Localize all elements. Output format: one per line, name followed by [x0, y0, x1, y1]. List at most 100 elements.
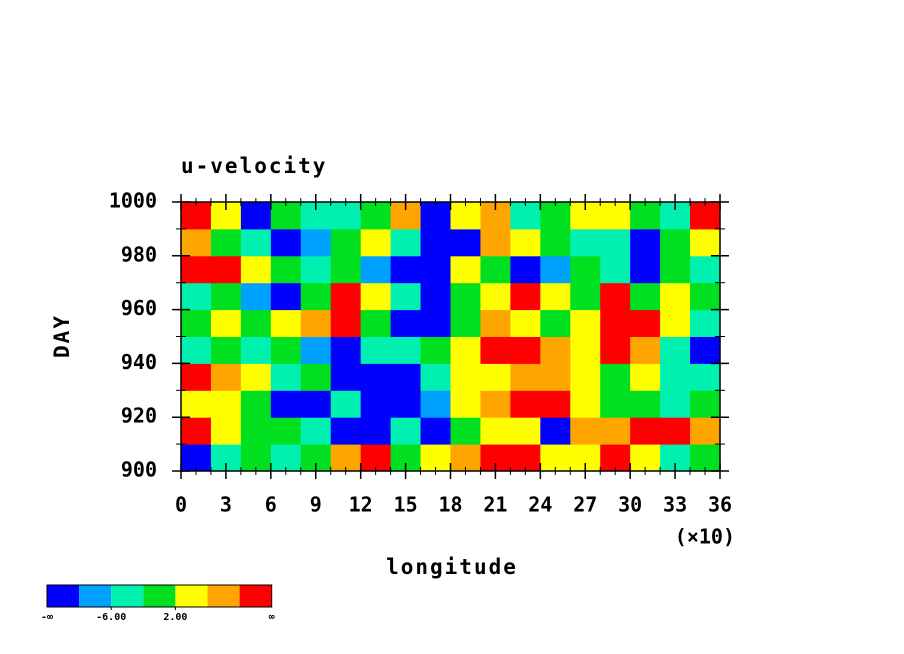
contour-cell [330, 390, 362, 418]
x-tick-label: 33 [663, 493, 687, 517]
contour-cell [360, 390, 392, 418]
contour-cell [510, 336, 541, 364]
contour-cell [390, 228, 422, 257]
contour-cell [600, 282, 631, 311]
contour-cell [540, 282, 571, 311]
x-tick-label: 6 [265, 493, 277, 517]
contour-cell [630, 390, 661, 418]
contour-cell [540, 255, 571, 284]
x-tick-label: 21 [483, 493, 507, 517]
x-tick-label: 24 [528, 493, 552, 517]
contour-cell [690, 417, 721, 445]
contour-cell [510, 444, 541, 472]
contour-cell [390, 363, 422, 391]
contour-cell [540, 336, 571, 364]
contour-cell [600, 444, 631, 472]
contour-cell [240, 363, 272, 391]
contour-cell [330, 282, 362, 311]
chart-title: u-velocity [181, 154, 327, 178]
contour-cell [600, 390, 631, 418]
contour-cell [480, 309, 511, 337]
contour-cell [660, 390, 691, 418]
colorbar-swatch [47, 585, 80, 607]
contour-cell [540, 390, 571, 418]
contour-cell [270, 336, 302, 364]
contour-cell [510, 309, 541, 337]
contour-cell [360, 282, 392, 311]
contour-cell [240, 390, 272, 418]
contour-cell [480, 228, 511, 257]
contour-cell [450, 202, 481, 230]
colorbar-frame [46, 584, 273, 608]
contour-cell [690, 363, 721, 391]
contour-cell [540, 228, 571, 257]
x-tick-label: 15 [394, 493, 418, 517]
contour-cell [510, 202, 541, 230]
contour-cell [360, 255, 392, 284]
contour-cell [690, 282, 721, 311]
x-tick-label: 36 [708, 493, 732, 517]
colorbar-tick-label: -6.00 [96, 612, 126, 623]
contour-cell [210, 417, 242, 445]
contour-cell [570, 363, 601, 391]
contour-cell [420, 255, 451, 284]
contour-cell [360, 228, 392, 257]
contour-cell [540, 309, 571, 337]
contour-cell [450, 309, 481, 337]
contour-cell [240, 417, 272, 445]
contour-cell [300, 282, 332, 311]
contour-cell [210, 363, 242, 391]
colorbar-swatch [239, 585, 272, 607]
contour-cell [510, 363, 541, 391]
contour-cell [270, 390, 302, 418]
contour-cell [420, 417, 451, 445]
colorbar-min-label: -∞ [41, 612, 53, 623]
contour-cell [300, 309, 332, 337]
colorbar-max-label: ∞ [269, 612, 275, 623]
contour-cell [300, 336, 332, 364]
contour-cell [210, 228, 242, 257]
contour-cell [240, 336, 272, 364]
contour-cell [510, 390, 541, 418]
contour-cell [510, 255, 541, 284]
contour-cell [630, 363, 661, 391]
contour-cell [630, 228, 661, 257]
contour-cell [270, 444, 302, 472]
contour-cell [330, 444, 362, 472]
contour-cell [390, 417, 422, 445]
contour-cell [450, 336, 481, 364]
contour-cell [390, 255, 422, 284]
contour-cell [240, 444, 272, 472]
x-axis-multiplier: (×10) [675, 525, 735, 549]
contour-cell [570, 309, 601, 337]
contour-cell [420, 336, 451, 364]
x-tick-label: 30 [618, 493, 642, 517]
contour-cell [660, 228, 691, 257]
contour-cell [600, 417, 631, 445]
contour-cell [420, 202, 451, 230]
contour-cell [690, 255, 721, 284]
colorbar-tick-label: 2.00 [163, 612, 187, 623]
contour-cell [630, 202, 661, 230]
contour-cell [360, 363, 392, 391]
contour-cell [330, 336, 362, 364]
contour-cell [270, 255, 302, 284]
contour-cell [540, 363, 571, 391]
contour-cell [270, 202, 302, 230]
contour-cell [630, 282, 661, 311]
y-tick-label: 1000 [109, 189, 157, 213]
contour-cell [390, 336, 422, 364]
contour-cell [181, 363, 212, 391]
contour-cell [510, 282, 541, 311]
contour-cell [181, 309, 212, 337]
contour-cell [360, 309, 392, 337]
contour-cell [181, 336, 212, 364]
contour-cell [510, 228, 541, 257]
y-axis-label: DAY [50, 314, 74, 358]
contour-cell [330, 417, 362, 445]
contour-cell [480, 417, 511, 445]
contour-cell [270, 282, 302, 311]
contour-cell [600, 336, 631, 364]
contour-cell [300, 255, 332, 284]
contour-cell [690, 444, 721, 472]
